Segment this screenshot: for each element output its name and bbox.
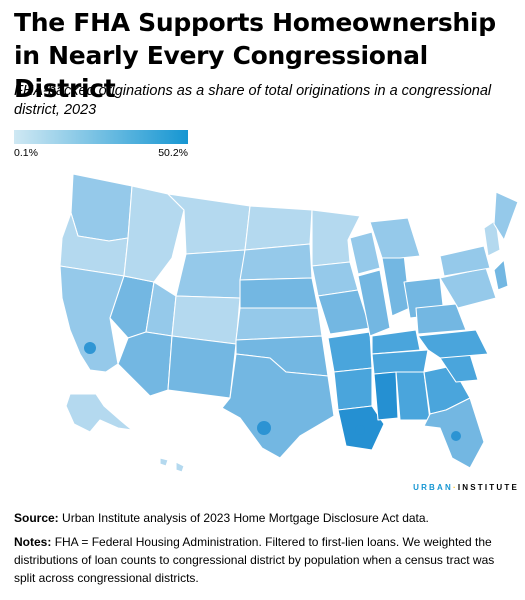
district-region — [175, 461, 185, 473]
legend-min-label: 0.1% — [14, 147, 38, 159]
district-region — [369, 217, 421, 259]
district-region — [327, 331, 373, 373]
urban-institute-logo: URBAN·INSTITUTE — [413, 483, 519, 492]
chart-title: The FHA Supports Homeownership in Nearly… — [14, 8, 496, 103]
color-legend: 0.1% 50.2% — [14, 130, 188, 159]
district-region — [167, 335, 237, 399]
district-region — [239, 243, 313, 281]
district-hotspot — [84, 342, 96, 354]
notes-block: Source: Urban Institute analysis of 2023… — [14, 509, 514, 593]
district-region — [439, 245, 491, 277]
district-region — [357, 269, 391, 337]
district-region — [159, 457, 169, 467]
chart-subtitle: FHA-backed originations as a share of to… — [14, 83, 492, 118]
district-region — [493, 259, 509, 291]
district-region — [70, 173, 133, 242]
legend-gradient-bar — [14, 130, 188, 144]
district-region — [65, 393, 133, 433]
district-region — [349, 231, 381, 275]
district-region — [221, 353, 335, 459]
us-congressional-district-map — [59, 173, 519, 473]
source-line: Source: Urban Institute analysis of 2023… — [14, 511, 429, 525]
district-region — [333, 367, 373, 411]
notes-line: Notes: FHA = Federal Housing Administrat… — [14, 535, 495, 585]
district-region — [415, 303, 467, 335]
district-hotspot — [355, 425, 365, 435]
district-region — [493, 191, 519, 241]
district-region — [235, 307, 323, 341]
district-region — [371, 349, 429, 375]
district-region — [483, 219, 501, 257]
district-hotspot — [257, 421, 271, 435]
district-region — [371, 329, 421, 355]
legend-max-label: 50.2% — [158, 147, 188, 159]
district-region — [175, 249, 246, 299]
district-region — [311, 209, 361, 267]
district-region — [373, 371, 399, 421]
district-hotspot — [451, 431, 461, 441]
district-region — [239, 277, 319, 309]
district-region — [417, 329, 489, 359]
district-region — [117, 331, 173, 397]
district-region — [244, 205, 313, 251]
